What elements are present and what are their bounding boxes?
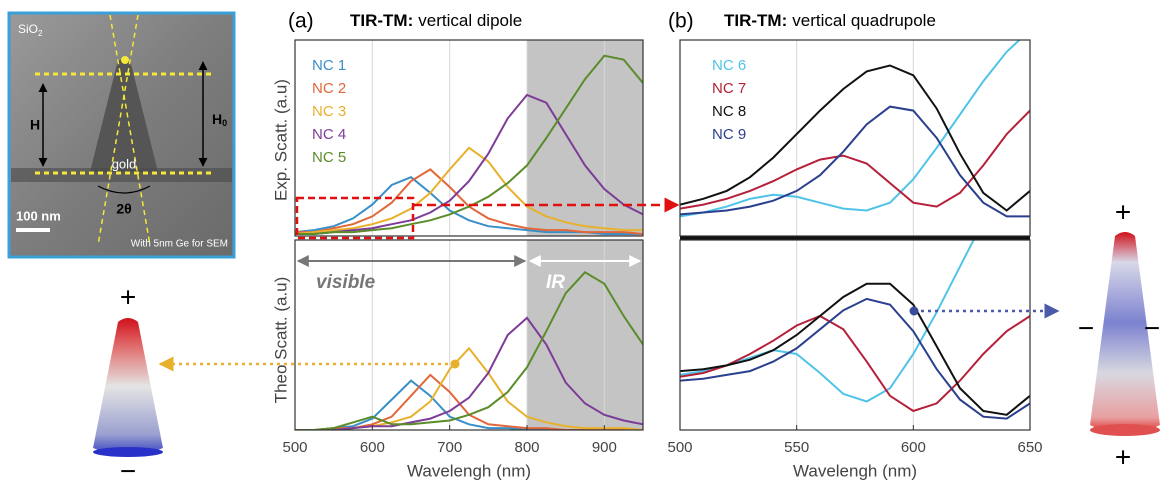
- legend-entry: NC 3: [312, 103, 346, 120]
- x-axis-label: Wavelengh (nm): [793, 461, 917, 480]
- cone-left: + −: [93, 281, 163, 484]
- title-bold: TIR-TM:: [350, 11, 413, 30]
- sem-gold: gold: [112, 156, 137, 171]
- series-line: [680, 40, 1021, 218]
- panel-title: TIR-TM: vertical quadrupole: [724, 11, 936, 30]
- series-line: [295, 271, 643, 430]
- x-tick-label: 800: [514, 439, 539, 456]
- sem-image: SiO2 H H0 gold 2θ 100 nm With 5nm Ge for…: [7, 11, 236, 259]
- x-tick-label: 650: [1017, 439, 1042, 456]
- legend-entry: NC 7: [712, 80, 746, 97]
- series-line: [295, 146, 643, 235]
- x-tick-label: 900: [592, 439, 617, 456]
- cone-charge: +: [1115, 196, 1131, 227]
- series-line: [295, 54, 643, 235]
- x-tick-label: 500: [282, 439, 307, 456]
- series-line: [680, 314, 1030, 413]
- sem-material-text: SiO: [18, 22, 38, 36]
- sem-material-sub: 2: [38, 29, 43, 38]
- series-line: [680, 282, 1030, 416]
- panel-label: (b): [668, 10, 694, 33]
- plot-frame: [679, 239, 1031, 431]
- title-text: vertical quadrupole: [792, 11, 936, 30]
- sem-angle: 2θ: [116, 201, 131, 217]
- sem-height0-sub: 0: [222, 118, 227, 128]
- series-line: [295, 316, 643, 430]
- x-tick-label: 550: [784, 439, 809, 456]
- y-axis-label: Exp. Scatt. (a.u): [271, 79, 290, 201]
- sem-height: H: [30, 117, 40, 133]
- cone-charge: +: [1115, 441, 1131, 472]
- pointer-dot: [909, 306, 919, 316]
- legend-entry: NC 6: [712, 57, 746, 74]
- annotation: visible: [316, 272, 376, 293]
- sem-scale: 100 nm: [16, 208, 61, 223]
- plot-frame: [294, 239, 644, 431]
- x-axis-label: Wavelengh (nm): [407, 461, 531, 480]
- series-line: [680, 109, 1030, 210]
- series-line: [295, 93, 643, 235]
- legend-entry: NC 2: [312, 80, 346, 97]
- cone-charge: +: [120, 281, 136, 312]
- legend-entry: NC 9: [712, 126, 746, 143]
- title-text: vertical dipole: [418, 11, 522, 30]
- cone-charge: −: [1144, 312, 1160, 343]
- legend-entry: NC 8: [712, 103, 746, 120]
- x-tick-label: 500: [667, 439, 692, 456]
- cone-charge: −: [1078, 312, 1094, 343]
- sem-material: SiO2: [18, 22, 43, 38]
- sem-note: With 5nm Ge for SEM: [131, 239, 228, 250]
- pointer-dot: [450, 359, 460, 369]
- series-line: [680, 297, 1030, 420]
- sem-height0-text: H: [212, 111, 222, 127]
- legend-entry: NC 4: [312, 126, 346, 143]
- cone-charge: −: [120, 455, 136, 484]
- sem-height0: H0: [212, 111, 227, 129]
- series-line: [680, 105, 1030, 218]
- title-bold: TIR-TM:: [724, 11, 787, 30]
- x-tick-label: 700: [437, 439, 462, 456]
- series-line: [295, 379, 643, 430]
- y-axis-label: Theo Scatt. (a.u): [271, 277, 290, 404]
- highlight-box: [295, 196, 415, 240]
- plot-frame: [294, 39, 644, 237]
- plot-frame: [679, 39, 1031, 237]
- x-tick-label: 600: [901, 439, 926, 456]
- annotation: IR: [546, 272, 565, 293]
- legend-entry: NC 5: [312, 149, 346, 166]
- cone-right: + − − +: [1078, 196, 1160, 472]
- x-tick-label: 600: [360, 439, 385, 456]
- panel-title: TIR-TM: vertical dipole: [350, 11, 522, 30]
- legend-entry: NC 1: [312, 57, 346, 74]
- panel-label: (a): [288, 10, 314, 33]
- series-line: [680, 64, 1030, 212]
